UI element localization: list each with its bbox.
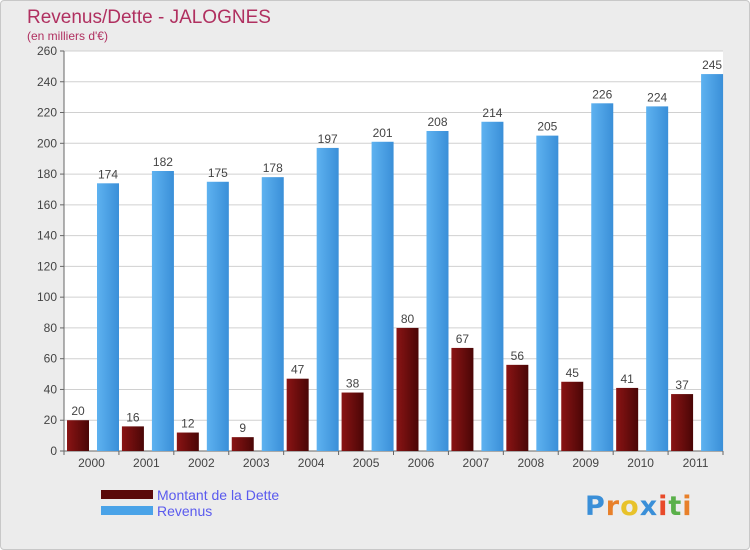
data-label-revenus-2009: 226: [592, 87, 612, 101]
x-tick-label-2002: 2002: [188, 456, 215, 470]
logo-letter: i: [682, 491, 693, 522]
bar-revenus-2007: [481, 121, 504, 452]
data-label-revenus-2006: 208: [427, 115, 447, 129]
data-label-revenus-2011: 245: [702, 58, 722, 72]
x-tick-label-2003: 2003: [243, 456, 270, 470]
x-tick-label-2011: 2011: [683, 456, 709, 470]
x-tick-label-2000: 2000: [78, 456, 105, 470]
bar-dette-2008: [506, 364, 529, 451]
data-label-dette-2010: 41: [620, 372, 634, 386]
data-label-dette-2004: 47: [291, 363, 305, 377]
bar-revenus-2008: [536, 135, 559, 451]
x-tick-label-2008: 2008: [517, 456, 544, 470]
data-label-revenus-2010: 224: [647, 90, 667, 104]
data-label-dette-2008: 56: [511, 349, 525, 363]
y-tick-label-160: 160: [37, 198, 57, 212]
bar-revenus-2001: [151, 171, 174, 451]
data-label-dette-2001: 16: [126, 410, 140, 424]
data-label-dette-2006: 80: [401, 312, 415, 326]
y-tick-label-0: 0: [50, 444, 57, 458]
x-tick-label-2006: 2006: [408, 456, 435, 470]
bar-dette-2000: [67, 420, 89, 451]
bar-dette-2010: [616, 387, 639, 451]
bar-revenus-2003: [261, 177, 284, 451]
x-tick-label-2010: 2010: [627, 456, 654, 470]
data-label-revenus-2001: 182: [153, 155, 173, 169]
y-tick-label-20: 20: [44, 413, 58, 427]
chart-title: Revenus/Dette - JALOGNES: [27, 7, 271, 28]
bar-dette-2003: [231, 437, 254, 451]
x-tick-label-2001: 2001: [133, 456, 160, 470]
proxiti-logo: Proxiti: [585, 491, 693, 522]
data-label-revenus-2008: 205: [537, 120, 557, 134]
bar-revenus-2002: [206, 181, 229, 451]
logo-letter: i: [658, 491, 669, 522]
logo-letter: x: [639, 491, 659, 522]
data-label-revenus-2005: 201: [373, 126, 393, 140]
y-tick-label-220: 220: [37, 106, 57, 120]
bar-dette-2009: [561, 381, 584, 451]
data-label-revenus-2007: 214: [482, 106, 502, 120]
y-tick-label-180: 180: [37, 167, 57, 181]
data-label-dette-2011: 37: [675, 378, 689, 392]
bar-dette-2007: [451, 347, 474, 451]
bar-revenus-2004: [316, 147, 339, 451]
bar-revenus-2005: [371, 141, 394, 451]
y-tick-label-260: 260: [37, 44, 57, 58]
data-label-dette-2002: 12: [181, 417, 195, 431]
legend-swatch-revenus: [101, 506, 153, 515]
y-tick-label-240: 240: [37, 75, 57, 89]
logo-letter: P: [585, 491, 606, 522]
legend-label-revenus: Revenus: [157, 503, 213, 519]
bar-revenus-2011: [701, 74, 724, 452]
data-label-dette-2007: 67: [456, 332, 470, 346]
data-label-revenus-2003: 178: [263, 161, 283, 175]
bar-revenus-2010: [646, 106, 669, 451]
logo-letter: o: [620, 491, 640, 522]
bar-dette-2002: [176, 432, 199, 451]
y-tick-label-140: 140: [37, 229, 57, 243]
chart-subtitle: (en milliers d'€): [27, 29, 108, 43]
y-tick-label-80: 80: [44, 321, 58, 335]
logo-letter: t: [668, 491, 683, 522]
data-label-revenus-2000: 174: [98, 167, 118, 181]
bar-revenus-2000: [97, 183, 119, 452]
y-tick-label-60: 60: [44, 352, 58, 366]
bar-dette-2001: [121, 426, 144, 451]
data-label-revenus-2004: 197: [318, 132, 338, 146]
y-tick-label-100: 100: [37, 290, 57, 304]
bar-revenus-2009: [591, 103, 614, 452]
x-tick-label-2005: 2005: [353, 456, 380, 470]
legend-swatch-dette: [101, 490, 153, 499]
bar-revenus-2006: [426, 131, 449, 451]
bar-dette-2006: [396, 327, 419, 451]
y-tick-label-120: 120: [37, 259, 57, 273]
x-tick-label-2004: 2004: [298, 456, 325, 470]
data-label-dette-2003: 9: [239, 421, 246, 435]
x-tick-label-2007: 2007: [463, 456, 490, 470]
y-tick-label-40: 40: [44, 382, 58, 396]
data-label-dette-2009: 45: [566, 366, 580, 380]
bar-dette-2004: [286, 378, 309, 451]
legend-label-dette: Montant de la Dette: [157, 487, 280, 503]
data-label-revenus-2002: 175: [208, 166, 228, 180]
logo-letter: r: [605, 491, 621, 522]
x-tick-label-2009: 2009: [572, 456, 599, 470]
bar-dette-2005: [341, 392, 364, 451]
y-tick-label-200: 200: [37, 136, 57, 150]
bar-dette-2011: [671, 394, 694, 451]
data-label-dette-2005: 38: [346, 377, 360, 391]
data-label-dette-2000: 20: [71, 404, 85, 418]
